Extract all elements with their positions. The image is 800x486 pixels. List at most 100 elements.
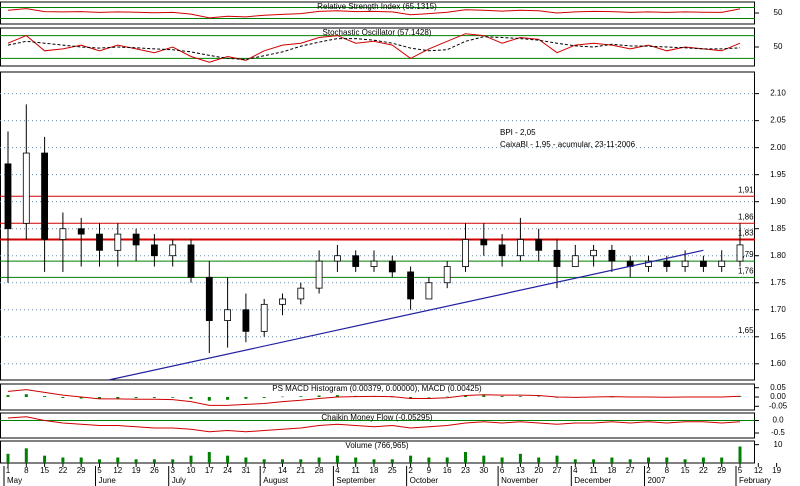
bar	[317, 457, 321, 463]
candle-body	[242, 309, 250, 332]
candle-body	[407, 271, 415, 300]
series-line	[7, 36, 741, 61]
bar	[24, 394, 28, 397]
candle-body	[41, 152, 48, 240]
y-tick-label: 1.60	[770, 359, 786, 368]
bar	[61, 457, 65, 463]
candle-body	[352, 255, 360, 267]
candle-body	[553, 249, 561, 267]
candle-body	[59, 228, 67, 240]
y-tick-label: -0.5	[771, 428, 785, 437]
bar	[262, 459, 266, 463]
panel-title: Volume (766,965)	[345, 441, 408, 450]
month-label: June	[99, 476, 117, 485]
x-tick-label: 27	[553, 466, 562, 475]
bar	[701, 457, 705, 463]
bar	[98, 459, 101, 463]
x-tick-label: 17	[205, 466, 214, 475]
y-tick-label: -0.05	[769, 401, 788, 410]
bar	[152, 459, 156, 463]
bar	[445, 396, 449, 398]
candle-body	[150, 244, 158, 257]
bar	[573, 459, 577, 463]
bar	[518, 396, 522, 397]
y-tick-label: 1.85	[770, 224, 786, 233]
panel-title: Relative Strength Index (65.1315)	[317, 2, 437, 11]
candle-body	[736, 244, 744, 262]
candle-body	[681, 260, 689, 267]
candle-body	[370, 260, 378, 267]
panel-frame	[0, 27, 755, 67]
x-tick-label: 6	[500, 466, 505, 475]
series-line	[7, 8, 741, 19]
candle-body	[114, 233, 122, 251]
bar	[134, 459, 138, 463]
candle-body	[96, 233, 103, 251]
month-label: May	[7, 476, 22, 485]
candle-body	[132, 233, 140, 246]
x-tick-label: 8	[24, 466, 29, 475]
panel-frame	[0, 412, 755, 439]
candle-body	[315, 260, 323, 289]
candle-body	[279, 298, 286, 305]
bar	[427, 457, 431, 463]
bar	[518, 453, 522, 463]
month-label: November	[501, 476, 538, 485]
bar	[226, 397, 230, 400]
x-tick-label: 16	[443, 466, 452, 475]
bar	[171, 459, 175, 463]
panel-title: Stochastic Oscillator (57.1428)	[323, 28, 432, 37]
candle-body	[663, 260, 671, 267]
x-tick-label: 22	[699, 466, 708, 475]
x-tick-label: 8	[665, 466, 670, 475]
level-label: 1,79	[738, 250, 754, 259]
candle-body	[4, 163, 12, 230]
bar	[390, 459, 394, 463]
bar	[482, 395, 486, 397]
bar	[500, 457, 504, 463]
bar	[464, 395, 467, 397]
bar	[482, 455, 486, 463]
panel-title: Chaikin Money Flow (-0.05295)	[321, 413, 432, 422]
bar	[299, 396, 303, 397]
panel-frame	[0, 383, 755, 411]
x-tick-label: 14	[278, 466, 287, 475]
month-label: August	[263, 476, 289, 485]
month-label: July	[172, 476, 186, 485]
candle-body	[645, 260, 652, 267]
candle-body	[333, 255, 341, 262]
x-tick-label: 19	[772, 466, 781, 475]
bar	[281, 396, 284, 398]
bar	[6, 453, 10, 463]
candle-body	[187, 244, 195, 278]
x-tick-label: 29	[717, 466, 726, 475]
x-tick-label: 28	[315, 466, 324, 475]
x-tick-label: 26	[150, 466, 159, 475]
x-tick-label: 5	[738, 466, 743, 475]
bar	[226, 455, 230, 463]
month-label: 2007	[648, 476, 666, 485]
candle-body	[22, 152, 30, 224]
bar	[244, 397, 248, 399]
bar	[409, 397, 413, 399]
candle-body	[205, 276, 213, 321]
y-tick-label: 50	[774, 8, 783, 17]
y-tick-label: 1.90	[770, 197, 786, 206]
month-label: February	[739, 476, 771, 485]
candle-body	[77, 228, 85, 235]
x-tick-label: 9	[427, 466, 432, 475]
x-tick-label: 25	[388, 466, 397, 475]
bar	[116, 397, 120, 399]
bar	[464, 452, 467, 463]
y-tick-label: 2.10	[770, 89, 786, 98]
bar	[79, 457, 83, 463]
candle-body	[700, 260, 707, 267]
bar	[171, 397, 175, 398]
x-tick-label: 22	[58, 466, 67, 475]
x-tick-label: 15	[40, 466, 49, 475]
candle-body	[388, 260, 396, 273]
bar	[61, 397, 65, 398]
candle-body	[443, 266, 451, 284]
bar	[98, 397, 101, 399]
